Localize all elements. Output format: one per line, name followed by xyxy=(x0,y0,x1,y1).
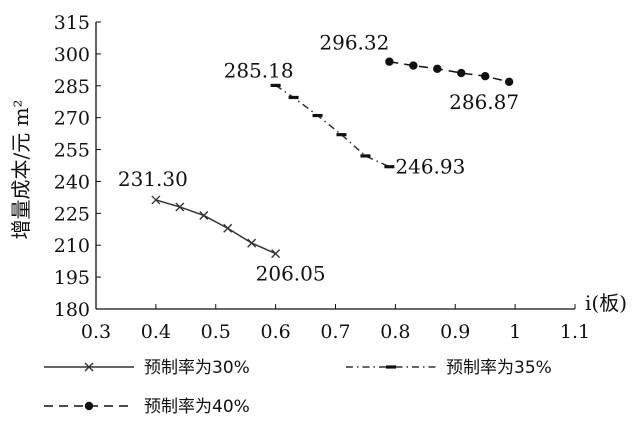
x-tick-label: 1.1 xyxy=(560,321,590,343)
data-point-dash-marker xyxy=(360,154,371,158)
y-tick-label: 255 xyxy=(54,140,90,162)
y-tick-label: 285 xyxy=(54,76,90,98)
series-line xyxy=(389,60,510,83)
x-tick-label: 0.4 xyxy=(141,321,171,343)
x-axis-label: i(板) xyxy=(585,291,627,315)
y-tick-label: 210 xyxy=(54,235,90,257)
data-point-circle-marker xyxy=(385,57,394,66)
data-point-circle-marker xyxy=(457,68,466,78)
series-line xyxy=(155,199,276,255)
series-1 xyxy=(151,195,281,259)
data-point-circle-marker xyxy=(504,77,514,87)
data-point-dash-marker xyxy=(336,133,347,137)
data-label: 286.87 xyxy=(449,90,519,114)
y-tick-labels: 180 195 210 225 240 255 270 285 300 315 xyxy=(54,12,101,321)
legend-label: 预制率为40% xyxy=(144,397,250,417)
data-point-x-marker xyxy=(223,223,233,233)
data-label: 246.93 xyxy=(395,155,465,179)
data-point-dash-marker xyxy=(270,83,281,87)
data-point-x-marker xyxy=(175,202,185,212)
axes xyxy=(95,22,575,310)
y-tick-label: 240 xyxy=(54,171,90,193)
data-label: 231.30 xyxy=(118,167,188,191)
x-tick-label: 0.6 xyxy=(261,321,291,343)
data-point-x-marker xyxy=(199,210,209,220)
data-point-circle-marker xyxy=(84,401,94,411)
data-point-circle-marker xyxy=(480,72,490,81)
data-label: 206.05 xyxy=(256,262,326,286)
y-tick-label: 270 xyxy=(54,108,90,130)
x-tick-label: 0.7 xyxy=(320,321,350,343)
x-tick-label: 0.8 xyxy=(380,321,410,343)
legend-label: 预制率为35% xyxy=(446,358,552,378)
data-point-circle-marker xyxy=(409,61,418,70)
legend-item: 预制率为40% xyxy=(44,397,250,417)
data-point-dash-marker xyxy=(386,365,396,369)
legend: 预制率为30% 预制率为35% 预制率为40% xyxy=(44,358,552,417)
x-tick-label: 0.9 xyxy=(440,321,470,343)
y-tick-label: 300 xyxy=(54,44,90,66)
data-point-x-marker xyxy=(84,362,94,372)
legend-item: 预制率为30% xyxy=(44,358,250,378)
y-axis-label: 增量成本/元 m² xyxy=(9,99,33,239)
data-label: 285.18 xyxy=(224,58,294,82)
data-point-x-marker xyxy=(247,238,257,248)
data-labels: 231.30 206.05 285.18 246.93 296.32 286.87 xyxy=(118,31,519,286)
y-tick-label: 225 xyxy=(54,203,90,225)
data-point-dash-marker xyxy=(384,165,395,169)
data-point-x-marker xyxy=(271,249,281,259)
x-tick-label: 1 xyxy=(509,321,521,343)
data-point-dash-marker xyxy=(288,95,299,100)
legend-item: 预制率为35% xyxy=(346,358,552,378)
x-tick-label: 0.5 xyxy=(201,321,231,343)
data-point-circle-marker xyxy=(433,64,442,73)
y-tick-label: 180 xyxy=(54,299,90,321)
data-point-dash-marker xyxy=(312,113,323,118)
series-2 xyxy=(270,83,395,169)
legend-label: 预制率为30% xyxy=(144,358,250,378)
y-tick-label: 195 xyxy=(54,267,90,289)
plot-area xyxy=(151,57,514,259)
series-3 xyxy=(385,57,514,87)
series-line xyxy=(275,84,390,168)
data-label: 296.32 xyxy=(319,31,389,55)
data-point-x-marker xyxy=(151,195,161,205)
x-tick-label: 0.3 xyxy=(81,321,111,343)
x-tick-labels: 0.3 0.4 0.5 0.6 0.7 0.8 0.9 1 1.1 xyxy=(81,304,590,343)
y-tick-label: 315 xyxy=(54,12,90,34)
